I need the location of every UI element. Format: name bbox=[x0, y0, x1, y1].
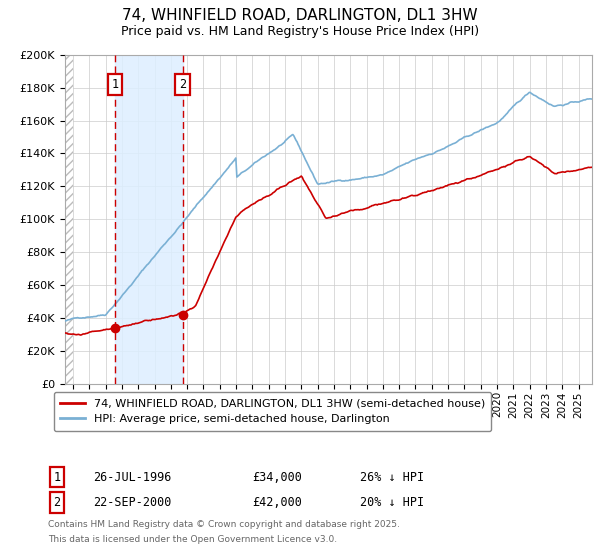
Bar bbox=[115, 55, 182, 384]
Text: 2: 2 bbox=[53, 496, 61, 509]
Text: Price paid vs. HM Land Registry's House Price Index (HPI): Price paid vs. HM Land Registry's House … bbox=[121, 25, 479, 38]
Text: £42,000: £42,000 bbox=[252, 496, 302, 509]
Text: 2: 2 bbox=[179, 78, 186, 91]
Text: 22-SEP-2000: 22-SEP-2000 bbox=[93, 496, 172, 509]
Text: 74, WHINFIELD ROAD, DARLINGTON, DL1 3HW: 74, WHINFIELD ROAD, DARLINGTON, DL1 3HW bbox=[122, 8, 478, 24]
Text: £34,000: £34,000 bbox=[252, 470, 302, 484]
Text: Contains HM Land Registry data © Crown copyright and database right 2025.: Contains HM Land Registry data © Crown c… bbox=[48, 520, 400, 529]
Text: 1: 1 bbox=[112, 78, 118, 91]
Text: 1: 1 bbox=[53, 470, 61, 484]
Legend: 74, WHINFIELD ROAD, DARLINGTON, DL1 3HW (semi-detached house), HPI: Average pric: 74, WHINFIELD ROAD, DARLINGTON, DL1 3HW … bbox=[53, 392, 491, 431]
Bar bbox=[65, 55, 73, 384]
Text: 26% ↓ HPI: 26% ↓ HPI bbox=[360, 470, 424, 484]
Text: 20% ↓ HPI: 20% ↓ HPI bbox=[360, 496, 424, 509]
Text: 26-JUL-1996: 26-JUL-1996 bbox=[93, 470, 172, 484]
Text: This data is licensed under the Open Government Licence v3.0.: This data is licensed under the Open Gov… bbox=[48, 535, 337, 544]
